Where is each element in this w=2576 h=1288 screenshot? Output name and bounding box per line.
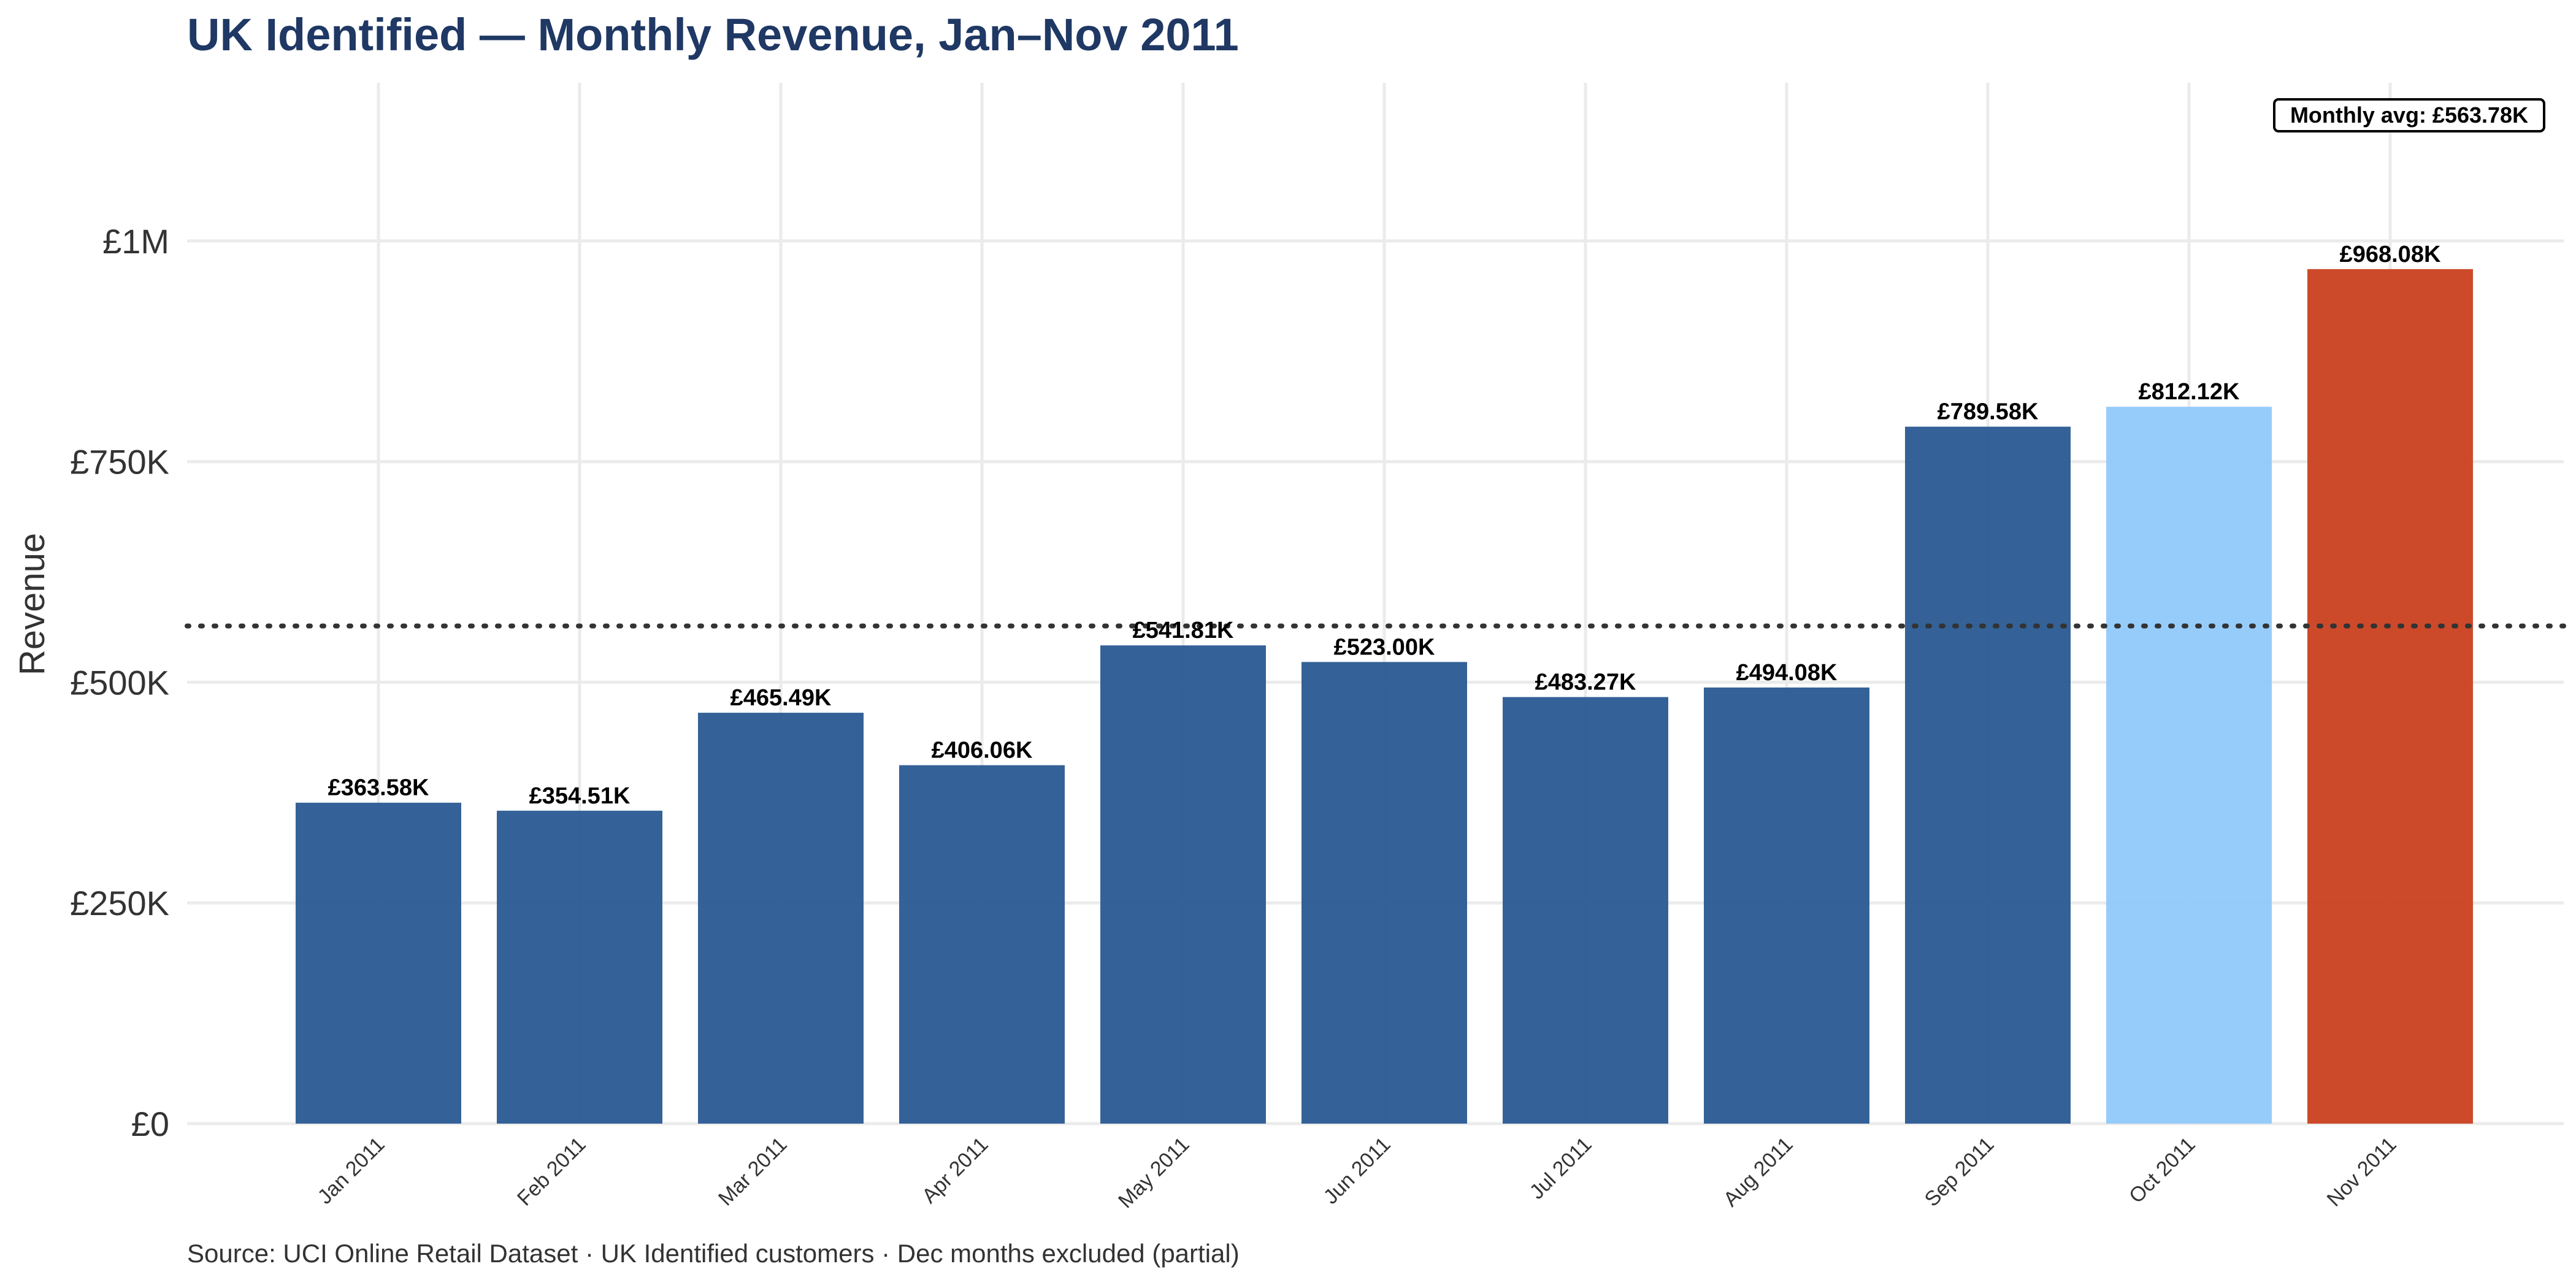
x-tick-label: Sep 2011 (1920, 1133, 1999, 1211)
y-tick-label: £0 (131, 1105, 169, 1143)
bar (1905, 426, 2071, 1124)
bar (2106, 407, 2272, 1124)
x-tick-label: Apr 2011 (918, 1133, 993, 1208)
value-labels: £363.58K £354.51K £465.49K £406.06K £541.81K… (328, 242, 2441, 809)
bar (497, 810, 662, 1124)
bar-value-label: £968.08K (2340, 242, 2441, 267)
reference-line-group: Monthly avg: £563.78K (185, 98, 2566, 629)
x-tick-label: Nov 2011 (2323, 1133, 2401, 1211)
y-tick-label: £750K (70, 443, 169, 481)
x-tick-label: Jan 2011 (313, 1133, 389, 1209)
bar-value-label: £494.08K (1736, 660, 1838, 686)
bar-value-label: £465.49K (730, 685, 832, 711)
x-tick-label: Jul 2011 (1525, 1133, 1597, 1204)
bar (698, 713, 864, 1124)
y-tick-label: £500K (70, 663, 169, 702)
bar-value-label: £483.27K (1535, 669, 1636, 695)
bar-value-label: £523.00K (1334, 634, 1435, 660)
bar (1301, 662, 1467, 1124)
bar (899, 765, 1065, 1124)
bar-value-label: £789.58K (1938, 399, 2039, 425)
bar (2307, 269, 2473, 1124)
bar (1100, 645, 1266, 1124)
x-tick-label: Oct 2011 (2125, 1133, 2200, 1208)
bar (296, 802, 461, 1124)
x-axis: Jan 2011 Feb 2011 Mar 2011 Apr 2011 May 2011… (313, 1133, 2401, 1213)
x-tick-label: Jun 2011 (1319, 1133, 1395, 1209)
y-tick-label: £250K (70, 884, 169, 922)
x-tick-label: Mar 2011 (714, 1133, 792, 1211)
y-tick-label: £1M (102, 222, 169, 261)
bar (1704, 687, 1869, 1124)
x-tick-label: Feb 2011 (513, 1133, 591, 1211)
bar-value-label: £363.58K (328, 775, 429, 801)
y-axis-title: Revenue (12, 533, 52, 675)
bars (296, 269, 2473, 1124)
y-axis: £0 £250K £500K £750K £1M (70, 222, 169, 1143)
chart-title: UK Identified — Monthly Revenue, Jan–Nov… (187, 9, 1239, 60)
bar-value-label: £541.81K (1133, 618, 1234, 643)
x-tick-label: May 2011 (1114, 1133, 1194, 1213)
bar-value-label: £354.51K (529, 783, 631, 809)
bar-value-label: £812.12K (2139, 379, 2240, 405)
bar (1503, 697, 1668, 1124)
chart-caption: Source: UCI Online Retail Dataset · UK I… (187, 1239, 1240, 1268)
bar-value-label: £406.06K (932, 738, 1033, 764)
x-tick-label: Aug 2011 (1719, 1133, 1798, 1211)
average-annotation-label: Monthly avg: £563.78K (2290, 102, 2528, 128)
average-annotation-box (2273, 98, 2545, 132)
